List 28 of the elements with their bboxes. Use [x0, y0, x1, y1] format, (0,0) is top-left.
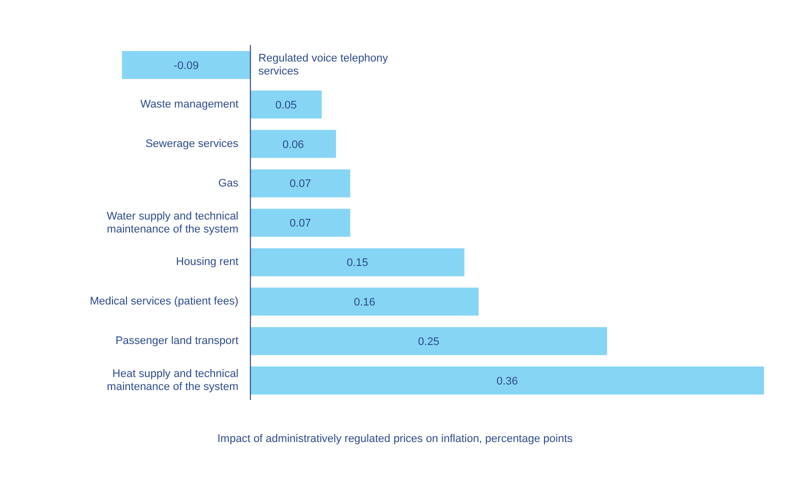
bar — [250, 169, 350, 198]
y-tick-label: Passenger land transport — [115, 335, 238, 348]
y-tick-label: Medical services (patient fees) — [90, 296, 238, 308]
bar — [250, 288, 479, 316]
data-label: 0.07 — [290, 218, 312, 230]
data-label: 0.36 — [496, 375, 518, 388]
y-tick-label: Gas — [218, 177, 239, 190]
bar — [250, 130, 336, 158]
data-label: -0.09 — [174, 60, 199, 72]
data-label: 0.05 — [275, 99, 297, 112]
x-axis-title: Impact of administratively regulated prices on inflation, percentage points — [216, 433, 574, 445]
bar — [250, 90, 322, 118]
y-tick-label: Heat supply and technical maintenance of the system — [106, 368, 238, 394]
data-label: 0.06 — [282, 138, 304, 151]
y-tick-label: Housing rent — [176, 256, 238, 268]
y-tick-label: Waste management — [140, 98, 238, 110]
data-label: 0.15 — [346, 257, 368, 270]
data-label: 0.16 — [354, 296, 376, 309]
y-tick-label: Regulated voice telephony services — [258, 52, 389, 78]
data-label: 0.25 — [418, 336, 440, 348]
bar — [250, 248, 464, 276]
bar — [122, 51, 250, 79]
y-tick-label: Water supply and technical maintenance of the system — [106, 210, 238, 236]
bar — [250, 208, 350, 237]
bar — [250, 327, 608, 356]
y-tick-label: Sewerage services — [145, 138, 239, 150]
bar — [250, 366, 764, 395]
data-label: 0.07 — [290, 178, 312, 190]
